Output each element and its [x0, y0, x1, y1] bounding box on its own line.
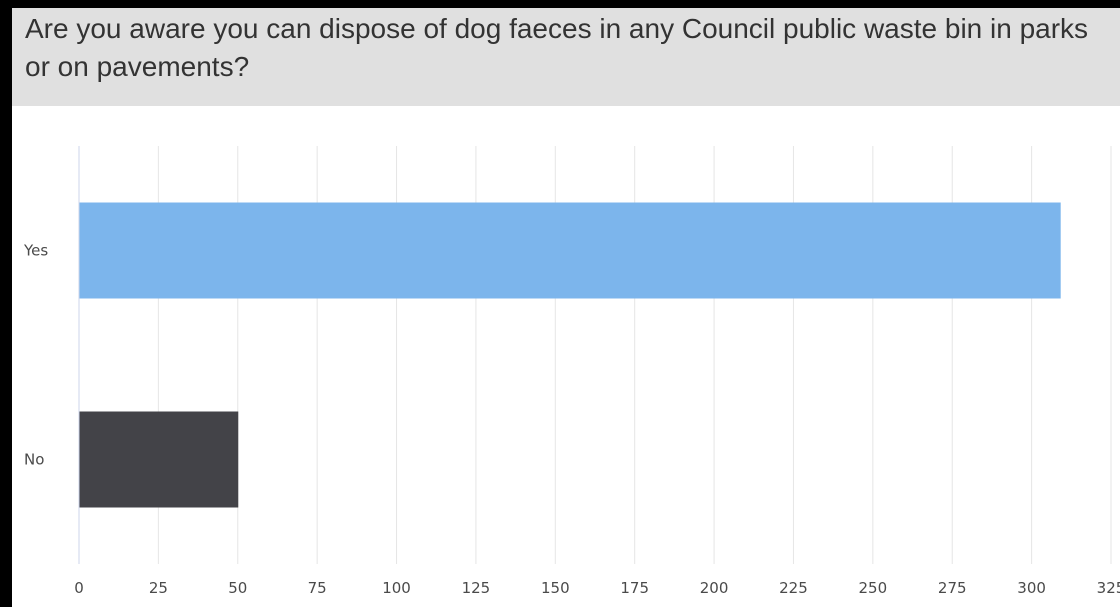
x-tick-label: 275 — [938, 579, 967, 597]
x-tick-label: 50 — [228, 579, 247, 597]
x-tick-label: 325 — [1097, 579, 1120, 597]
bar-chart: Yes No 0 25 50 75 100 125 150 175 200 225 250 275 300… — [23, 146, 1120, 597]
x-tick-label: 100 — [382, 579, 411, 597]
poll-panel: Are you aware you can dispose of dog fae… — [12, 8, 1120, 607]
bar-no — [79, 411, 239, 508]
x-tick-label: 150 — [541, 579, 570, 597]
x-axis-tick-labels: 0 25 50 75 100 125 150 175 200 225 250 275 300 325 — [74, 579, 1120, 597]
question-title: Are you aware you can dispose of dog fae… — [25, 13, 1089, 82]
x-tick-label: 125 — [462, 579, 491, 597]
x-tick-label: 25 — [149, 579, 168, 597]
x-tick-label: 225 — [779, 579, 808, 597]
question-header: Are you aware you can dispose of dog fae… — [12, 8, 1120, 106]
category-label-yes: Yes — [23, 242, 48, 260]
x-tick-label: 0 — [74, 579, 84, 597]
x-tick-label: 250 — [859, 579, 888, 597]
category-label-no: No — [24, 451, 44, 469]
x-tick-label: 75 — [308, 579, 327, 597]
x-tick-label: 200 — [700, 579, 729, 597]
x-tick-label: 300 — [1017, 579, 1046, 597]
category-labels: Yes No — [23, 242, 48, 469]
x-tick-label: 175 — [620, 579, 649, 597]
bar-yes — [79, 202, 1061, 299]
bars — [79, 202, 1061, 508]
